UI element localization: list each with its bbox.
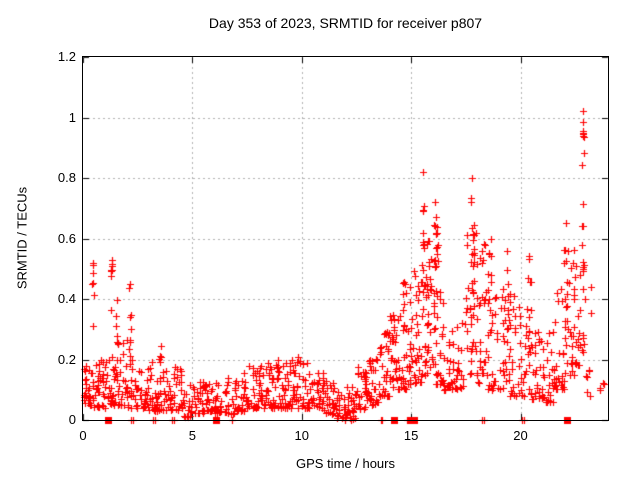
y-tick-label: 1.2 bbox=[57, 49, 76, 64]
y-tick-label: 0.6 bbox=[57, 230, 76, 246]
x-tick-label: 20 bbox=[513, 428, 528, 443]
y-tick-label: 1 bbox=[68, 109, 76, 125]
x-axis-label: GPS time / hours bbox=[296, 456, 395, 471]
y-tick-label: 0.8 bbox=[57, 170, 76, 185]
scatter-canvas bbox=[78, 52, 613, 430]
y-tick-label: 0.4 bbox=[57, 291, 76, 306]
x-tick-label: 15 bbox=[403, 428, 419, 443]
plot-area bbox=[78, 52, 613, 430]
chart-title: Day 353 of 2023, SRMTID for receiver p80… bbox=[208, 15, 483, 31]
x-tick-label: 5 bbox=[188, 428, 196, 443]
x-tick-label: 0 bbox=[79, 428, 87, 443]
x-tick-label: 10 bbox=[294, 428, 309, 443]
y-tick-label: 0 bbox=[68, 412, 76, 427]
y-tick-label: 0.2 bbox=[57, 351, 76, 367]
